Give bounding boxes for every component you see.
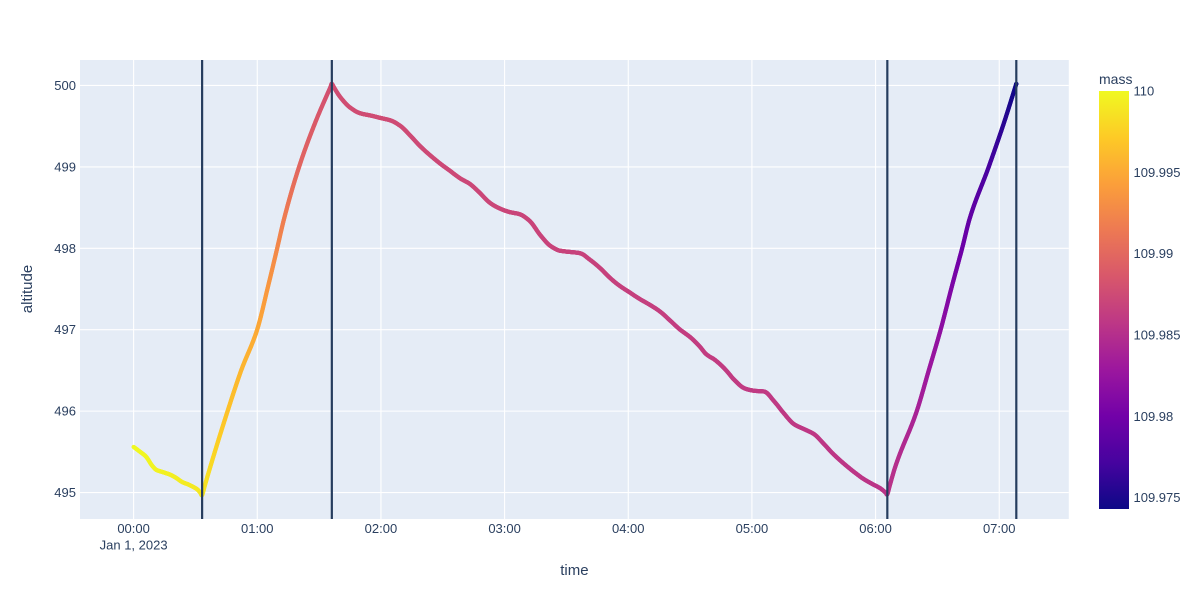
x-tick-label: 02:00: [365, 521, 398, 536]
x-axis-title: time: [560, 562, 588, 579]
altitude-line: [131, 81, 1019, 498]
x-tick-label: 07:00: [983, 521, 1016, 536]
event-vlines: [201, 60, 1018, 519]
y-tick-label: 495: [54, 485, 76, 500]
x-tick-label: 04:00: [612, 521, 645, 536]
x-axis-date-label: Jan 1, 2023: [100, 538, 168, 553]
colorbar-tick-label: 109.98: [1134, 409, 1174, 424]
y-axis-title: altitude: [19, 265, 36, 313]
colorbar-title: mass: [1099, 71, 1132, 87]
colorbar-tick-label: 110: [1134, 84, 1155, 99]
colorbar-tick-label: 109.99: [1134, 246, 1174, 261]
colorbar: [1099, 91, 1129, 509]
x-tick-label: 05:00: [736, 521, 769, 536]
x-tick-label: 00:00: [117, 521, 150, 536]
x-tick-label: 06:00: [859, 521, 892, 536]
y-tick-label: 499: [54, 159, 76, 174]
x-tick-label: 01:00: [241, 521, 274, 536]
plot-background: [80, 60, 1069, 519]
colorbar-tick-label: 109.985: [1134, 327, 1181, 342]
x-tick-label: 03:00: [488, 521, 521, 536]
gridlines: [80, 60, 1069, 519]
y-tick-label: 498: [54, 241, 76, 256]
y-tick-label: 500: [54, 78, 76, 93]
colorbar-tick-label: 109.975: [1134, 490, 1181, 505]
colorbar-tick-label: 109.995: [1134, 165, 1181, 180]
y-tick-label: 497: [54, 322, 76, 337]
y-tick-label: 496: [54, 404, 76, 419]
